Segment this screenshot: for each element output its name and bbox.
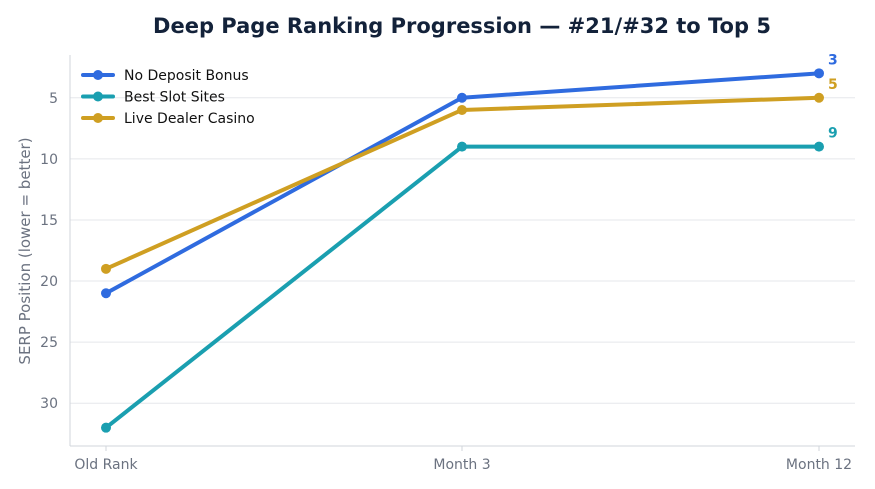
axes: 5 10 15 20 25 30 Old Rank Month 3 Month 12: [40, 55, 855, 473]
data-point: [814, 141, 824, 152]
y-tick-label: 20: [40, 274, 58, 290]
legend: No Deposit Bonus Best Slot Sites Live Deal…: [81, 68, 255, 127]
legend-label: Live Dealer Casino: [124, 111, 255, 127]
data-point: [457, 92, 467, 103]
data-point: [814, 92, 824, 103]
end-value-label: 3: [828, 52, 838, 68]
data-point: [457, 141, 467, 152]
y-tick-label: 25: [40, 335, 58, 351]
end-value-label: 9: [828, 126, 838, 142]
x-tick-label: Month 3: [433, 457, 490, 473]
data-point: [814, 68, 824, 79]
data-point: [457, 104, 467, 115]
y-axis-label: SERP Position (lower = better): [16, 137, 34, 364]
series-line: [104, 144, 821, 430]
end-value-label: 5: [828, 77, 838, 93]
y-tick-label: 10: [40, 152, 58, 168]
series-lines: 3 9 5: [101, 52, 838, 433]
y-tick-label: 5: [49, 91, 58, 107]
data-point: [101, 422, 111, 433]
y-tick-label: 30: [40, 396, 58, 412]
data-point: [101, 288, 111, 299]
legend-marker: [93, 113, 103, 123]
chart-title: Deep Page Ranking Progression — #21/#32 …: [153, 14, 771, 38]
legend-label: No Deposit Bonus: [124, 68, 249, 84]
legend-marker: [93, 91, 103, 102]
legend-marker: [93, 70, 103, 80]
legend-label: Best Slot Sites: [124, 90, 225, 106]
grid-lines: [70, 97, 855, 404]
x-tick-label: Old Rank: [74, 457, 138, 473]
data-point: [101, 263, 111, 274]
y-tick-label: 15: [40, 213, 58, 229]
x-tick-label: Month 12: [786, 457, 852, 473]
